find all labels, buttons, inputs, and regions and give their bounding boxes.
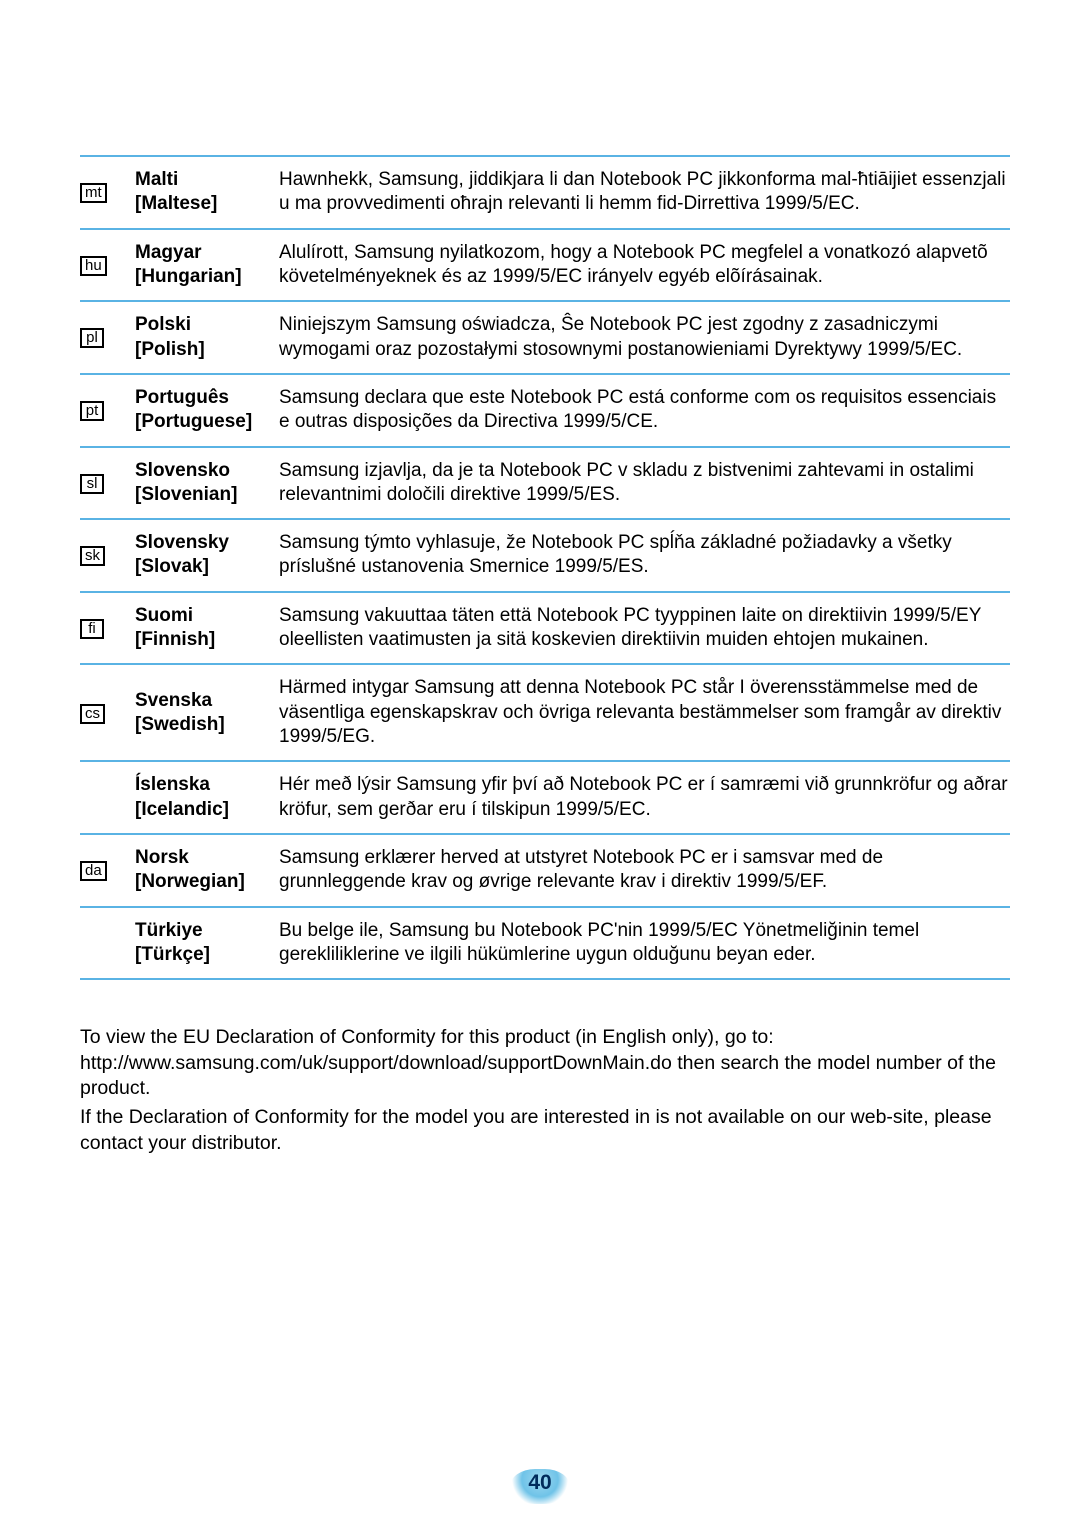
lang-code-icon: pt [80,401,104,421]
lang-code-icon: fi [80,619,104,639]
lang-native: Norsk [135,846,275,870]
lang-name-cell: Malti[Maltese] [135,156,275,229]
lang-english: [Finnish] [135,628,275,652]
lang-name-cell: Português[Portuguese] [135,374,275,447]
lang-name-cell: Magyar[Hungarian] [135,229,275,302]
lang-english: [Slovak] [135,555,275,579]
lang-name-cell: Íslenska[Icelandic] [135,761,275,834]
lang-native: Slovensko [135,459,275,483]
conformity-table: mt Malti[Maltese]Hawnhekk, Samsung, jiddi… [80,155,1010,980]
lang-code-icon: mt [80,183,107,203]
table-row: Türkiye[Türkçe]Bu belge ile, Samsung bu … [80,907,1010,980]
declaration-text: Hér með lýsir Samsung yfir því að Notebo… [275,761,1010,834]
footer-text: To view the EU Declaration of Conformity… [80,1025,1010,1156]
lang-english: [Norwegian] [135,870,275,894]
lang-english: [Türkçe] [135,943,275,967]
lang-name-cell: Polski[Polish] [135,301,275,374]
lang-icon-cell: mt [80,156,135,229]
table-row: pt Português[Portuguese]Samsung declara q… [80,374,1010,447]
lang-icon-cell: cs [80,664,135,761]
table-row: Íslenska[Icelandic]Hér með lýsir Samsung… [80,761,1010,834]
lang-name-cell: Türkiye[Türkçe] [135,907,275,980]
declaration-text: Hawnhekk, Samsung, jiddikjara li dan Not… [275,156,1010,229]
declaration-text: Niniejszym Samsung oświadcza, Ŝe Noteboo… [275,301,1010,374]
lang-code-icon: da [80,861,107,881]
page-number: 40 [528,1471,551,1494]
lang-english: [Maltese] [135,192,275,216]
lang-native: Svenska [135,689,275,713]
table-row: sl Slovensko[Slovenian]Samsung izjavlja, … [80,447,1010,520]
lang-icon-cell: pt [80,374,135,447]
lang-icon-cell: fi [80,592,135,665]
lang-code-icon: hu [80,256,107,276]
declaration-text: Samsung izjavlja, da je ta Notebook PC v… [275,447,1010,520]
lang-english: [Icelandic] [135,798,275,822]
page-number-badge: 40 [510,1469,570,1504]
table-row: da Norsk[Norwegian]Samsung erklærer herve… [80,834,1010,907]
lang-native: Malti [135,168,275,192]
lang-icon-cell: pl [80,301,135,374]
lang-name-cell: Svenska[Swedish] [135,664,275,761]
lang-code-icon: sk [80,546,105,566]
lang-native: Íslenska [135,773,275,797]
table-row: mt Malti[Maltese]Hawnhekk, Samsung, jiddi… [80,156,1010,229]
declaration-text: Samsung erklærer herved at utstyret Note… [275,834,1010,907]
lang-name-cell: Norsk[Norwegian] [135,834,275,907]
lang-name-cell: Slovensko[Slovenian] [135,447,275,520]
lang-native: Türkiye [135,919,275,943]
lang-code-icon: pl [80,328,104,348]
lang-english: [Slovenian] [135,483,275,507]
table-row: hu Magyar[Hungarian]Alulírott, Samsung ny… [80,229,1010,302]
lang-english: [Swedish] [135,713,275,737]
declaration-text: Samsung týmto vyhlasuje, že Notebook PC … [275,519,1010,592]
footer-paragraph-1: To view the EU Declaration of Conformity… [80,1025,1010,1101]
declaration-text: Samsung declara que este Notebook PC est… [275,374,1010,447]
table-row: pl Polski[Polish]Niniejszym Samsung oświa… [80,301,1010,374]
lang-native: Português [135,386,275,410]
table-row: sk Slovensky[Slovak]Samsung týmto vyhlasu… [80,519,1010,592]
lang-name-cell: Slovensky[Slovak] [135,519,275,592]
lang-icon-cell: hu [80,229,135,302]
lang-native: Magyar [135,241,275,265]
lang-icon-cell [80,907,135,980]
lang-english: [Polish] [135,338,275,362]
lang-icon-cell: sl [80,447,135,520]
footer-paragraph-2: If the Declaration of Conformity for the… [80,1105,1010,1156]
lang-english: [Hungarian] [135,265,275,289]
lang-native: Slovensky [135,531,275,555]
declaration-text: Härmed intygar Samsung att denna Noteboo… [275,664,1010,761]
declaration-text: Bu belge ile, Samsung bu Notebook PC'nin… [275,907,1010,980]
lang-english: [Portuguese] [135,410,275,434]
lang-icon-cell [80,761,135,834]
lang-native: Polski [135,313,275,337]
lang-icon-cell: da [80,834,135,907]
lang-code-icon: cs [80,704,105,724]
table-row: cs Svenska[Swedish]Härmed intygar Samsung… [80,664,1010,761]
lang-native: Suomi [135,604,275,628]
lang-code-icon: sl [80,474,104,494]
lang-icon-cell: sk [80,519,135,592]
lang-name-cell: Suomi[Finnish] [135,592,275,665]
table-row: fi Suomi[Finnish]Samsung vakuuttaa täten … [80,592,1010,665]
declaration-text: Samsung vakuuttaa täten että Notebook PC… [275,592,1010,665]
declaration-text: Alulírott, Samsung nyilatkozom, hogy a N… [275,229,1010,302]
